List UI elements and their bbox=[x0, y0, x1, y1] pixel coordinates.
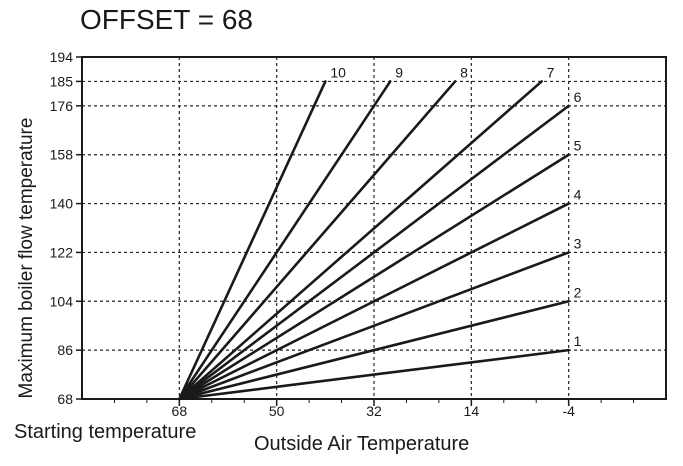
curve-label-9: 9 bbox=[395, 64, 403, 80]
chart-title: OFFSET = 68 bbox=[80, 4, 253, 35]
y-tick-label: 158 bbox=[50, 147, 74, 163]
curve-line-4 bbox=[178, 202, 570, 401]
y-tick-label: 122 bbox=[50, 244, 74, 260]
x-tick-label: -4 bbox=[562, 403, 575, 419]
x-tick-label: 50 bbox=[269, 403, 285, 419]
curve-line-6 bbox=[178, 104, 570, 401]
curve-label-6: 6 bbox=[574, 89, 582, 105]
x-tick-label: 68 bbox=[172, 403, 188, 419]
y-tick-label: 185 bbox=[50, 73, 74, 89]
curve-label-3: 3 bbox=[574, 235, 582, 251]
curve-label-10: 10 bbox=[330, 64, 346, 80]
y-tick-label: 86 bbox=[57, 342, 73, 358]
curve-label-1: 1 bbox=[574, 333, 582, 349]
x-axis-label: Outside Air Temperature bbox=[254, 433, 470, 455]
curve-line-10 bbox=[178, 80, 327, 401]
curve-line-5 bbox=[178, 153, 570, 401]
y-tick-label: 140 bbox=[50, 196, 74, 212]
curve-line-2 bbox=[178, 299, 570, 401]
y-tick-label: 176 bbox=[50, 98, 74, 114]
y-tick-label: 68 bbox=[57, 391, 73, 407]
curve-label-8: 8 bbox=[460, 64, 468, 80]
curve-label-2: 2 bbox=[574, 284, 582, 300]
curve-label-4: 4 bbox=[574, 187, 582, 203]
curve-line-9 bbox=[178, 80, 392, 401]
curve-label-7: 7 bbox=[547, 64, 555, 80]
y-tick-label: 104 bbox=[50, 293, 74, 309]
curve-line-7 bbox=[178, 80, 543, 401]
y-tick-label: 194 bbox=[50, 49, 74, 65]
curve-line-8 bbox=[178, 80, 457, 401]
x-tick-label: 14 bbox=[464, 403, 480, 419]
curve-line-3 bbox=[178, 251, 570, 401]
x-tick-label: 32 bbox=[366, 403, 382, 419]
curve-line-1 bbox=[178, 348, 570, 401]
curve-label-5: 5 bbox=[574, 138, 582, 154]
starting-temperature-label: Starting temperature bbox=[14, 421, 197, 443]
